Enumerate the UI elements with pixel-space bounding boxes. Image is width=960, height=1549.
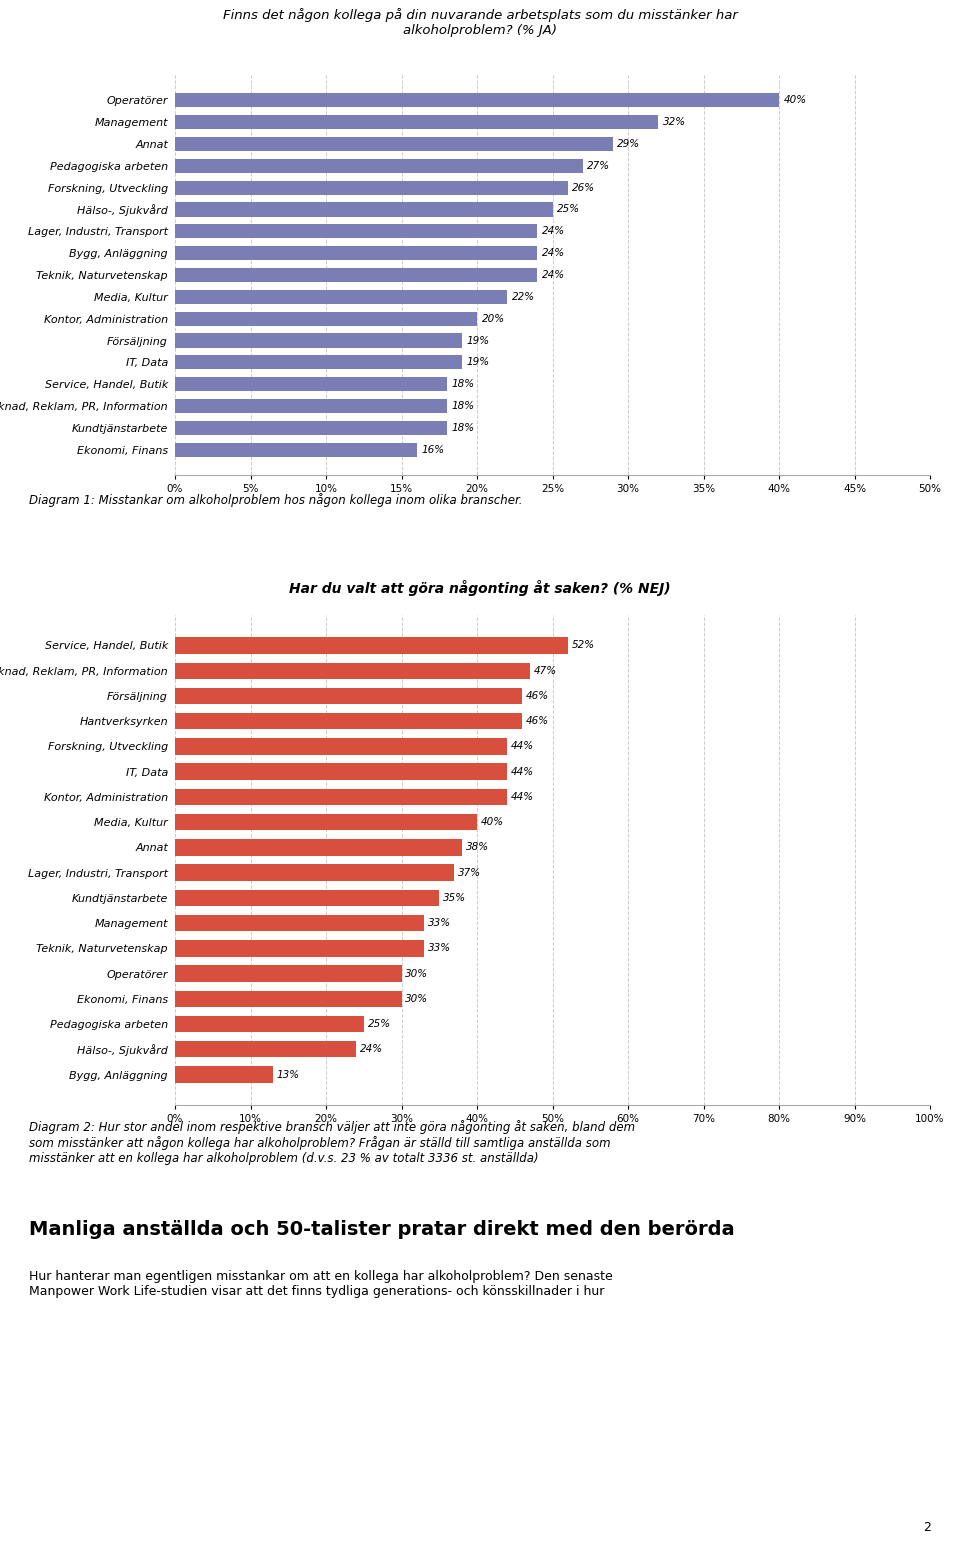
Bar (175, 421, 446, 435)
Text: Diagram 2: Hur stor andel inom respektive bransch väljer att inte göra någonting: Diagram 2: Hur stor andel inom respektiv… (29, 1120, 635, 1165)
Text: 52%: 52% (571, 640, 594, 651)
Bar (175, 991, 401, 1007)
Bar (175, 688, 522, 705)
Text: 47%: 47% (534, 666, 557, 675)
Bar (175, 203, 553, 217)
Text: 24%: 24% (542, 270, 565, 280)
Bar (175, 400, 446, 414)
Bar (175, 246, 538, 260)
Bar (175, 311, 477, 325)
Text: 25%: 25% (368, 1019, 391, 1029)
Bar (175, 840, 462, 855)
Text: 46%: 46% (526, 716, 549, 726)
Bar (175, 1016, 364, 1032)
Bar (175, 915, 424, 931)
Bar (175, 443, 417, 457)
Text: Finns det någon kollega på din nuvarande arbetsplats som du misstänker har
alkoh: Finns det någon kollega på din nuvarande… (223, 8, 737, 37)
Text: 30%: 30% (405, 968, 428, 979)
Bar (175, 376, 446, 392)
Text: 18%: 18% (451, 401, 474, 410)
Bar (175, 965, 401, 982)
Text: Diagram 1: Misstankar om alkoholproblem hos någon kollega inom olika branscher.: Diagram 1: Misstankar om alkoholproblem … (29, 493, 522, 507)
Bar (175, 181, 567, 195)
Text: 19%: 19% (467, 358, 490, 367)
Text: Manliga anställda och 50-talister pratar direkt med den berörda: Manliga anställda och 50-talister pratar… (29, 1221, 734, 1239)
Bar (175, 663, 530, 678)
Bar (175, 813, 477, 830)
Text: 44%: 44% (511, 792, 534, 802)
Text: 24%: 24% (360, 1044, 383, 1055)
Text: 44%: 44% (511, 742, 534, 751)
Bar (175, 1041, 356, 1058)
Text: 40%: 40% (783, 96, 806, 105)
Text: 26%: 26% (572, 183, 595, 192)
Text: 16%: 16% (421, 445, 444, 455)
Bar (175, 333, 462, 347)
Text: 13%: 13% (276, 1069, 300, 1080)
Text: 24%: 24% (542, 248, 565, 259)
Bar (175, 713, 522, 730)
Text: 46%: 46% (526, 691, 549, 702)
Bar (175, 889, 440, 906)
Text: 35%: 35% (443, 892, 467, 903)
Bar (175, 637, 567, 654)
Bar (175, 115, 659, 129)
Text: 27%: 27% (588, 161, 611, 170)
Text: 33%: 33% (428, 943, 451, 953)
Bar (175, 1066, 274, 1083)
Bar (175, 268, 538, 282)
Text: 24%: 24% (542, 226, 565, 237)
Text: 20%: 20% (482, 314, 505, 324)
Bar (175, 158, 583, 173)
Bar (175, 864, 454, 881)
Bar (175, 739, 507, 754)
Text: 29%: 29% (617, 139, 640, 149)
Text: 33%: 33% (428, 919, 451, 928)
Bar (175, 355, 462, 370)
Text: 22%: 22% (512, 291, 535, 302)
Text: Har du valt att göra någonting åt saken? (% NEJ): Har du valt att göra någonting åt saken?… (289, 579, 671, 596)
Bar (175, 940, 424, 957)
Text: 40%: 40% (481, 818, 504, 827)
Text: 18%: 18% (451, 423, 474, 432)
Text: 37%: 37% (458, 867, 481, 878)
Bar (175, 136, 612, 152)
Bar (175, 290, 507, 304)
Bar (175, 225, 538, 239)
Bar (175, 788, 507, 805)
Text: 25%: 25% (557, 204, 580, 214)
Text: 32%: 32% (662, 118, 685, 127)
Text: 18%: 18% (451, 380, 474, 389)
Text: Hur hanterar man egentligen misstankar om att en kollega har alkoholproblem? Den: Hur hanterar man egentligen misstankar o… (29, 1270, 612, 1298)
Text: 38%: 38% (466, 843, 489, 852)
Text: 30%: 30% (405, 994, 428, 1004)
Text: 44%: 44% (511, 767, 534, 776)
Text: 2: 2 (924, 1521, 931, 1534)
Text: 19%: 19% (467, 336, 490, 345)
Bar (175, 93, 779, 107)
Bar (175, 764, 507, 779)
